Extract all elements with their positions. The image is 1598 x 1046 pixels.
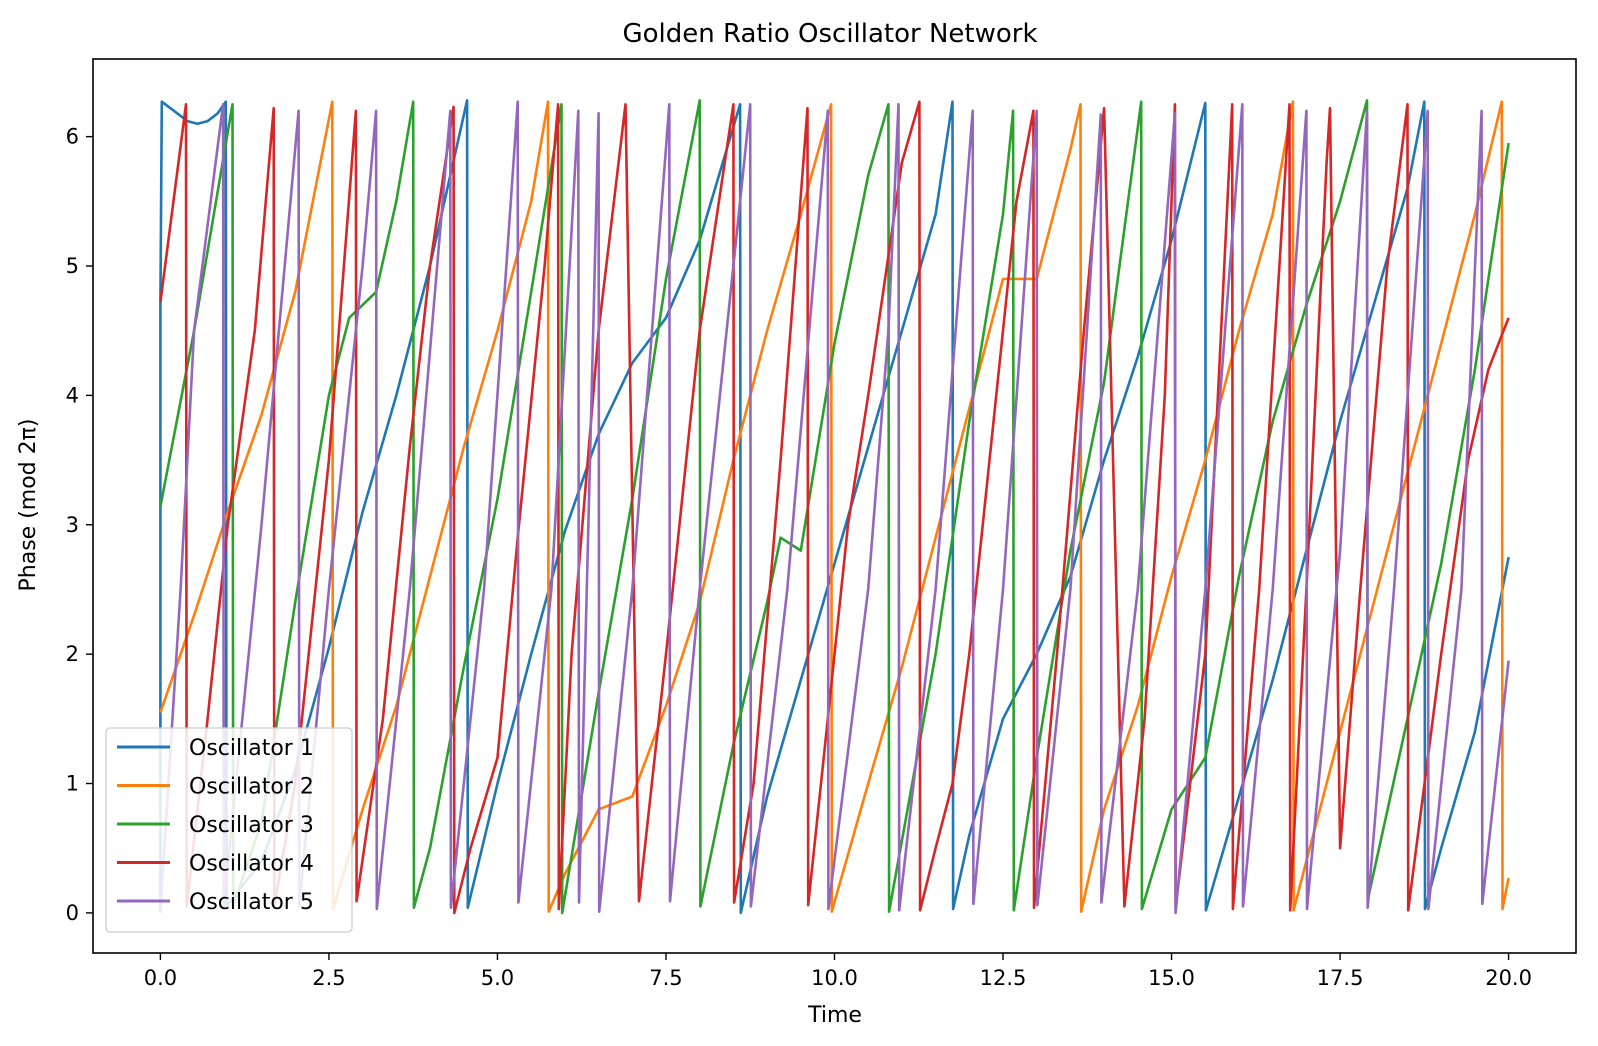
legend-label-oscillator-5: Oscillator 5 — [189, 890, 314, 915]
y-tick-label: 0 — [66, 901, 79, 925]
legend-box — [105, 727, 353, 933]
legend-label-oscillator-4: Oscillator 4 — [189, 852, 314, 877]
legend-label-oscillator-1: Oscillator 1 — [189, 736, 314, 761]
series-line-oscillator-3 — [159, 99, 1510, 915]
y-tick-label: 5 — [66, 254, 79, 278]
legend-label-oscillator-2: Oscillator 2 — [189, 775, 314, 800]
y-tick-label: 3 — [66, 513, 79, 537]
y-axis-title: Phase (mod 2π) — [16, 419, 41, 592]
x-tick-label: 15.0 — [1148, 966, 1195, 990]
x-tick-label: 10.0 — [811, 966, 858, 990]
x-axis-title: Time — [807, 1003, 862, 1028]
x-tick-label: 7.5 — [649, 966, 682, 990]
x-axis: 0.0 2.5 5.0 7.5 10.0 12.5 15.0 17.5 20.0 — [144, 953, 1532, 990]
x-tick-label: 17.5 — [1317, 966, 1364, 990]
chart-title: Golden Ratio Oscillator Network — [622, 19, 1037, 49]
x-tick-label: 12.5 — [980, 966, 1027, 990]
x-tick-label: 0.0 — [144, 966, 177, 990]
y-tick-label: 4 — [66, 383, 79, 407]
x-tick-label: 5.0 — [481, 966, 514, 990]
y-axis: 0 1 2 3 4 5 6 — [66, 125, 93, 925]
series-line-oscillator-2 — [159, 100, 1510, 913]
x-tick-label: 20.0 — [1485, 966, 1532, 990]
legend: Oscillator 1 Oscillator 2 Oscillator 3 Osci… — [105, 727, 353, 933]
series-line-oscillator-5 — [159, 100, 1510, 915]
series-line-oscillator-4 — [159, 100, 1510, 915]
y-tick-label: 1 — [66, 772, 79, 796]
y-tick-label: 2 — [66, 642, 79, 666]
y-tick-label: 6 — [66, 125, 79, 149]
legend-label-oscillator-3: Oscillator 3 — [189, 813, 314, 838]
x-tick-label: 2.5 — [312, 966, 345, 990]
